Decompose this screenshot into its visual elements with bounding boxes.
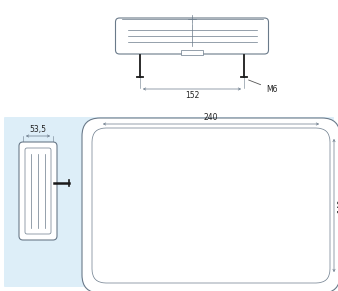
Text: 240: 240 — [204, 113, 218, 122]
FancyBboxPatch shape — [116, 18, 268, 54]
Text: M6: M6 — [248, 80, 277, 93]
FancyBboxPatch shape — [4, 117, 334, 287]
Text: 53,5: 53,5 — [29, 125, 47, 134]
FancyBboxPatch shape — [82, 118, 338, 291]
FancyBboxPatch shape — [19, 142, 57, 240]
Text: 152: 152 — [185, 91, 199, 100]
Bar — [181, 50, 203, 55]
Text: BOWERS: BOWERS — [83, 165, 287, 207]
Text: 140: 140 — [337, 198, 338, 213]
